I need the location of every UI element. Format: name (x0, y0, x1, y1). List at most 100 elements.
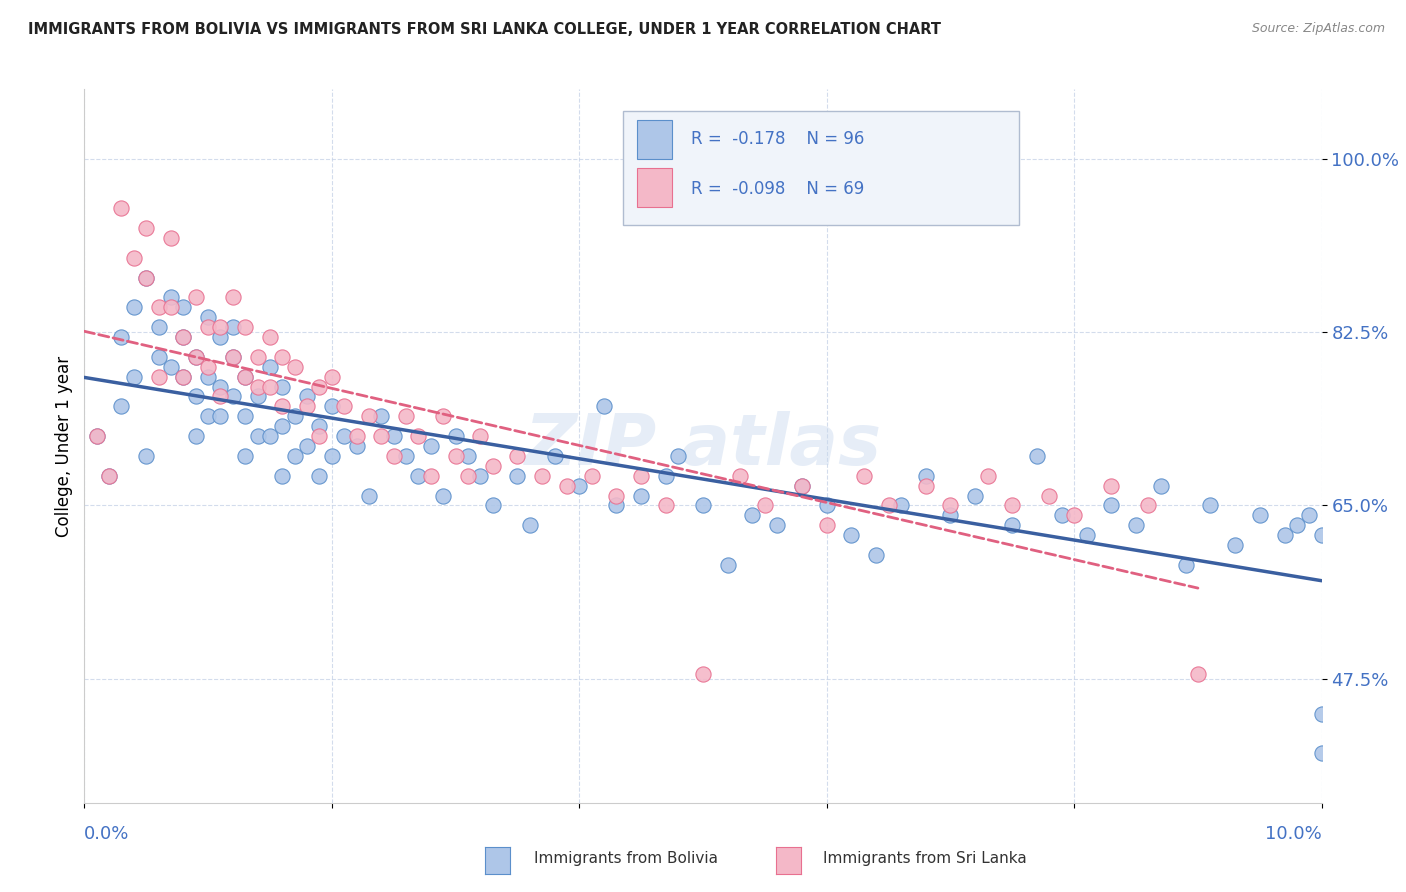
Point (419, 468, 441, 483)
Point (395, 409, 418, 424)
Point (160, 359, 183, 374)
Text: Immigrants from Bolivia: Immigrants from Bolivia (534, 851, 718, 865)
Point (1125, 518, 1147, 533)
Point (1285, 518, 1308, 533)
Point (246, 429, 269, 443)
Point (160, 300, 183, 314)
Point (197, 369, 219, 384)
Point (98, 468, 121, 483)
Point (519, 518, 541, 533)
Point (284, 449, 307, 463)
Point (135, 221, 157, 235)
Point (655, 499, 678, 513)
Point (308, 468, 330, 483)
Point (172, 369, 194, 384)
Point (1298, 508, 1320, 523)
Point (432, 489, 454, 503)
Text: Immigrants from Sri Lanka: Immigrants from Sri Lanka (823, 851, 1026, 865)
Point (184, 389, 207, 403)
Point (692, 499, 714, 513)
Point (1310, 528, 1333, 542)
Point (222, 290, 245, 304)
Point (172, 330, 194, 344)
Point (1274, 528, 1296, 542)
Point (543, 449, 565, 463)
Point (346, 439, 368, 453)
Point (222, 389, 245, 403)
Point (271, 350, 294, 364)
Point (457, 449, 479, 463)
Point (357, 409, 380, 424)
Point (1038, 489, 1060, 503)
Point (852, 468, 875, 483)
Point (333, 429, 356, 443)
Point (172, 330, 194, 344)
Point (333, 400, 356, 414)
Point (432, 409, 454, 424)
Point (568, 478, 591, 492)
Point (481, 499, 503, 513)
Point (271, 468, 294, 483)
Point (1137, 499, 1160, 513)
Point (197, 409, 219, 424)
Point (110, 330, 132, 344)
Point (246, 379, 269, 393)
Point (184, 290, 207, 304)
Point (295, 389, 318, 403)
Point (506, 449, 529, 463)
Point (197, 310, 219, 325)
Point (259, 379, 281, 393)
Point (86, 429, 108, 443)
Point (233, 369, 256, 384)
Text: Source: ZipAtlas.com: Source: ZipAtlas.com (1251, 22, 1385, 36)
Text: R =  -0.178    N = 96: R = -0.178 N = 96 (690, 130, 865, 148)
Point (209, 330, 232, 344)
Point (321, 369, 343, 384)
Point (939, 508, 962, 523)
Point (1050, 508, 1073, 523)
Point (197, 320, 219, 334)
Point (1310, 746, 1333, 760)
Point (308, 379, 330, 393)
Point (976, 468, 998, 483)
Point (865, 548, 887, 562)
Point (914, 468, 936, 483)
Text: 0.0%: 0.0% (84, 825, 129, 843)
Point (160, 231, 183, 245)
Point (370, 409, 392, 424)
Point (321, 449, 343, 463)
Point (148, 300, 170, 314)
Point (766, 518, 789, 533)
Point (841, 528, 863, 542)
Point (295, 439, 318, 453)
Point (148, 320, 170, 334)
Point (184, 350, 207, 364)
FancyBboxPatch shape (623, 111, 1018, 225)
Point (172, 300, 194, 314)
Y-axis label: College, Under 1 year: College, Under 1 year (55, 355, 73, 537)
Point (914, 478, 936, 492)
Point (470, 429, 492, 443)
Point (172, 369, 194, 384)
Point (419, 439, 441, 453)
Point (877, 499, 900, 513)
Point (1099, 478, 1122, 492)
Point (209, 389, 232, 403)
Text: R =  -0.098    N = 69: R = -0.098 N = 69 (690, 180, 863, 198)
Point (122, 300, 145, 314)
Point (666, 449, 689, 463)
Point (86, 429, 108, 443)
Point (357, 489, 380, 503)
Point (222, 350, 245, 364)
Point (581, 468, 603, 483)
Point (741, 508, 763, 523)
Point (1199, 499, 1222, 513)
Point (815, 499, 838, 513)
Point (197, 359, 219, 374)
Point (1187, 667, 1209, 681)
Point (246, 350, 269, 364)
Point (605, 499, 627, 513)
Point (1174, 558, 1197, 572)
Point (110, 201, 132, 215)
Point (444, 429, 467, 443)
